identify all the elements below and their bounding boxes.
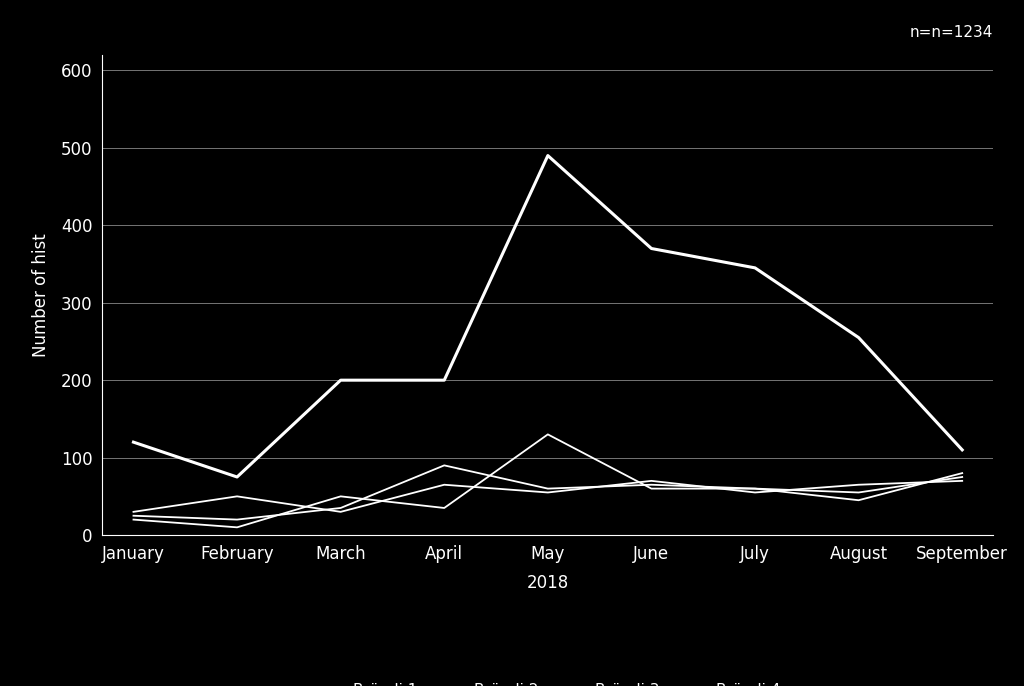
Line: Brändi 4: Brändi 4 <box>133 481 963 512</box>
Brändi 2 <box>852 488 864 497</box>
Brändi 3 <box>749 484 761 493</box>
Brändi 3 <box>438 504 451 512</box>
Brändi 3 <box>645 484 657 493</box>
Line: Brändi 1: Brändi 1 <box>133 156 963 477</box>
Brändi 3 <box>335 493 347 501</box>
Line: Brändi 3: Brändi 3 <box>133 434 963 528</box>
Brändi 1 <box>852 333 864 342</box>
Brändi 1 <box>231 473 244 481</box>
Text: n=n=1234: n=n=1234 <box>910 25 993 40</box>
Brändi 2 <box>645 481 657 489</box>
Brändi 1 <box>127 438 139 447</box>
Brändi 1 <box>956 446 969 454</box>
Brändi 2 <box>438 461 451 469</box>
Brändi 3 <box>852 496 864 504</box>
Y-axis label: Number of hist: Number of hist <box>32 233 50 357</box>
Brändi 2 <box>127 512 139 520</box>
Brändi 4 <box>749 488 761 497</box>
Brändi 4 <box>645 477 657 485</box>
Brändi 2 <box>335 504 347 512</box>
Brändi 3 <box>231 523 244 532</box>
Brändi 4 <box>335 508 347 516</box>
Brändi 1 <box>645 244 657 252</box>
Brändi 3 <box>127 515 139 523</box>
Brändi 3 <box>956 469 969 477</box>
Brändi 2 <box>231 515 244 523</box>
Brändi 1 <box>438 376 451 384</box>
Brändi 1 <box>335 376 347 384</box>
Brändi 1 <box>749 263 761 272</box>
Brändi 3 <box>542 430 554 438</box>
Brändi 2 <box>749 484 761 493</box>
X-axis label: 2018: 2018 <box>526 574 569 592</box>
Brändi 4 <box>127 508 139 516</box>
Brändi 4 <box>542 488 554 497</box>
Brändi 4 <box>956 477 969 485</box>
Brändi 4 <box>231 493 244 501</box>
Brändi 2 <box>542 484 554 493</box>
Legend: Brändi 1, Brändi 2, Brändi 3, Brändi 4: Brändi 1, Brändi 2, Brändi 3, Brändi 4 <box>309 677 786 686</box>
Brändi 4 <box>852 481 864 489</box>
Brändi 2 <box>956 473 969 481</box>
Brändi 4 <box>438 481 451 489</box>
Line: Brändi 2: Brändi 2 <box>133 465 963 519</box>
Brändi 1 <box>542 152 554 160</box>
